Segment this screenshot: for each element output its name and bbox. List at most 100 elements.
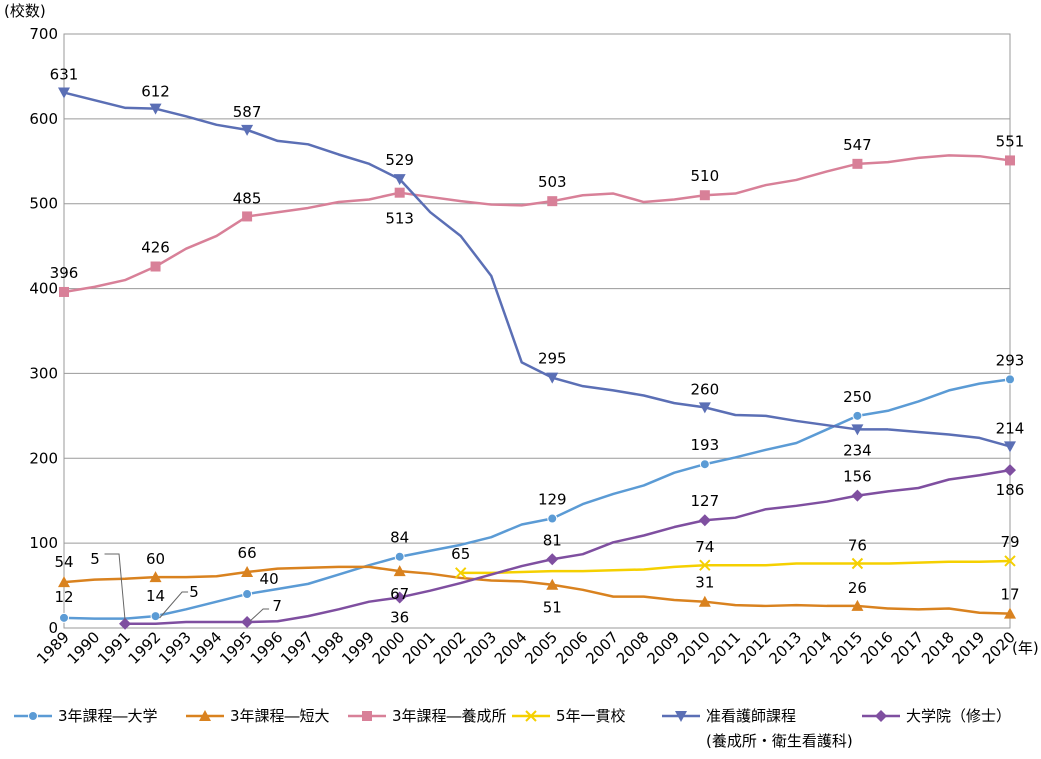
legend-label: 准看護師課程 xyxy=(706,707,796,725)
legend-item-2: 3年課程―短大 xyxy=(186,707,330,725)
data-label: 127 xyxy=(691,492,720,510)
data-point-marker xyxy=(698,595,711,607)
x-tick-label: 2019 xyxy=(949,628,989,668)
data-point-marker xyxy=(1004,441,1016,453)
data-label: 193 xyxy=(691,436,720,454)
data-label: 67 xyxy=(390,585,409,603)
x-tick-label: 2015 xyxy=(827,628,867,668)
x-tick-label: 1992 xyxy=(125,628,165,668)
data-label: 74 xyxy=(695,538,714,556)
legend-layer: 3年課程―大学 3年課程―短大 3年課程―養成所 5年一貫校 准看護師課程 (養成所・衛生… xyxy=(14,707,1011,750)
data-point-marker xyxy=(199,710,211,721)
x-tick-label: 2008 xyxy=(613,628,653,668)
data-point-marker xyxy=(698,514,711,527)
series-line xyxy=(63,91,1011,448)
data-label: 12 xyxy=(54,588,73,606)
data-point-marker xyxy=(1005,374,1015,385)
x-tick-label: 2000 xyxy=(369,628,409,668)
x-tick-label: 2017 xyxy=(888,628,928,668)
data-label: 129 xyxy=(538,491,567,509)
callout-label: 5 xyxy=(189,583,199,601)
y-tick-label: 700 xyxy=(29,25,58,43)
data-point-marker xyxy=(149,103,162,115)
series-5 xyxy=(58,87,1016,453)
data-point-marker xyxy=(394,551,405,562)
x-tick-label: 1991 xyxy=(94,628,134,668)
data-point-marker xyxy=(1004,464,1016,477)
data-point-marker xyxy=(28,711,38,721)
x-tick-label: 1997 xyxy=(277,628,317,668)
data-label: 250 xyxy=(843,388,872,406)
data-label: 14 xyxy=(146,587,165,605)
x-tick-label: 1996 xyxy=(247,628,287,668)
data-point-marker xyxy=(241,616,254,629)
data-label: 529 xyxy=(385,151,414,169)
data-point-marker xyxy=(699,190,710,201)
data-point-marker xyxy=(546,578,559,590)
x-tick-label: 1989 xyxy=(33,628,73,668)
x-tick-label: 1998 xyxy=(308,628,348,668)
data-label: 76 xyxy=(848,537,867,555)
data-point-marker xyxy=(393,174,406,186)
y-axis-unit-label: (校数) xyxy=(4,2,46,20)
series-4 xyxy=(455,555,1016,579)
data-point-marker xyxy=(242,589,253,600)
x-tick-label: 2001 xyxy=(399,628,439,668)
data-point-marker xyxy=(699,459,710,470)
data-label: 60 xyxy=(146,550,165,568)
x-axis-unit-label: (年) xyxy=(1012,639,1039,657)
x-tick-label: 2009 xyxy=(643,628,683,668)
x-tick-label: 2013 xyxy=(765,628,805,668)
series-line xyxy=(63,378,1011,620)
data-point-marker xyxy=(119,617,132,630)
data-label: 51 xyxy=(543,599,562,617)
legend-item-4: 5年一貫校 xyxy=(512,707,626,725)
data-label: 40 xyxy=(260,570,279,588)
data-label: 84 xyxy=(390,529,409,547)
data-label: 510 xyxy=(691,167,720,185)
data-label: 79 xyxy=(1000,533,1019,551)
data-point-marker xyxy=(242,211,253,222)
data-point-marker xyxy=(851,489,864,502)
data-label: 65 xyxy=(451,545,470,563)
data-point-marker xyxy=(546,372,559,384)
x-tick-label: 1993 xyxy=(155,628,195,668)
x-tick-label: 2016 xyxy=(857,628,897,668)
x-tick-label: 2012 xyxy=(735,628,775,668)
series-line xyxy=(63,154,1011,294)
y-tick-label: 100 xyxy=(29,534,58,552)
data-label: 31 xyxy=(695,574,714,592)
data-point-marker xyxy=(1004,607,1016,619)
grid-layer xyxy=(63,33,1011,629)
data-label: 156 xyxy=(843,468,872,486)
data-label: 7 xyxy=(272,597,282,615)
data-label: 396 xyxy=(50,264,79,282)
data-point-marker xyxy=(699,559,711,571)
x-tick-label: 2003 xyxy=(460,628,500,668)
legend-label: 大学院（修士） xyxy=(906,707,1011,725)
data-label: 234 xyxy=(843,441,872,459)
data-label: 295 xyxy=(538,350,567,368)
callout-leader xyxy=(249,608,270,622)
data-point-marker xyxy=(547,513,558,524)
data-point-marker xyxy=(852,158,863,169)
series-3 xyxy=(59,154,1015,297)
data-label: 513 xyxy=(385,210,414,228)
data-label: 54 xyxy=(54,553,73,571)
x-tick-label: 1990 xyxy=(64,628,104,668)
data-point-marker xyxy=(394,187,405,198)
y-tick-label: 400 xyxy=(29,280,58,298)
series-6 xyxy=(119,464,1016,630)
data-point-marker xyxy=(241,565,254,577)
data-point-marker xyxy=(1004,555,1016,567)
legend-item-5: 准看護師課程 (養成所・衛生看護科) xyxy=(662,707,853,750)
x-tick-label: 2018 xyxy=(918,628,958,668)
y-tick-label: 300 xyxy=(29,364,58,382)
legend-item-6: 大学院（修士） xyxy=(862,707,1011,725)
data-point-marker xyxy=(150,261,161,272)
x-marker-stroke xyxy=(1004,555,1016,567)
x-tick-label: 2007 xyxy=(582,628,622,668)
data-point-marker xyxy=(1005,155,1015,166)
x-tick-label: 1995 xyxy=(216,628,256,668)
